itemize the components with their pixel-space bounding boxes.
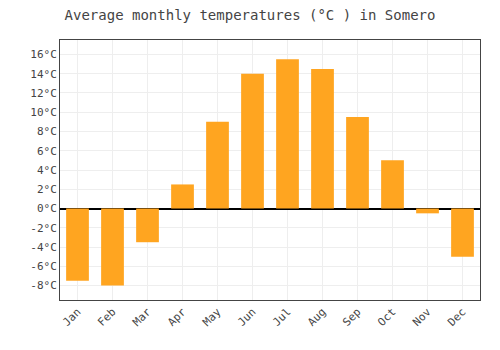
svg-text:Jan: Jan	[60, 306, 83, 329]
svg-text:Nov: Nov	[410, 305, 434, 329]
svg-text:May: May	[200, 305, 224, 329]
svg-text:8°C: 8°C	[37, 125, 57, 138]
svg-text:-6°C: -6°C	[30, 260, 57, 273]
svg-text:Jun: Jun	[235, 306, 258, 329]
svg-text:14°C: 14°C	[30, 68, 57, 81]
svg-text:4°C: 4°C	[37, 164, 57, 177]
svg-text:-8°C: -8°C	[30, 279, 57, 292]
svg-text:Jul: Jul	[270, 306, 293, 329]
svg-text:10°C: 10°C	[30, 106, 57, 119]
svg-text:Mar: Mar	[130, 305, 154, 329]
svg-text:0°C: 0°C	[37, 202, 57, 215]
svg-text:Dec: Dec	[445, 306, 468, 329]
svg-text:Feb: Feb	[95, 306, 118, 329]
svg-text:Sep: Sep	[340, 306, 363, 329]
svg-text:Aug: Aug	[305, 306, 328, 329]
svg-text:6°C: 6°C	[37, 145, 57, 158]
svg-text:12°C: 12°C	[30, 87, 57, 100]
svg-text:-4°C: -4°C	[30, 241, 57, 254]
svg-text:16°C: 16°C	[30, 48, 57, 61]
svg-text:-2°C: -2°C	[30, 222, 57, 235]
svg-text:Oct: Oct	[375, 306, 398, 329]
svg-text:Apr: Apr	[165, 305, 189, 329]
svg-text:2°C: 2°C	[37, 183, 57, 196]
svg-text:Average monthly temperatures (: Average monthly temperatures (°C ) in So…	[65, 7, 436, 23]
